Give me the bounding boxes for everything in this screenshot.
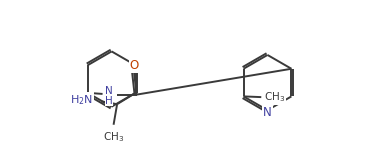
Text: N: N bbox=[263, 106, 272, 119]
Text: CH$_3$: CH$_3$ bbox=[103, 130, 124, 144]
Text: CH$_3$: CH$_3$ bbox=[264, 91, 286, 104]
Text: H$_2$N: H$_2$N bbox=[70, 93, 93, 107]
Text: O: O bbox=[129, 59, 138, 72]
Text: N
H: N H bbox=[105, 87, 113, 106]
